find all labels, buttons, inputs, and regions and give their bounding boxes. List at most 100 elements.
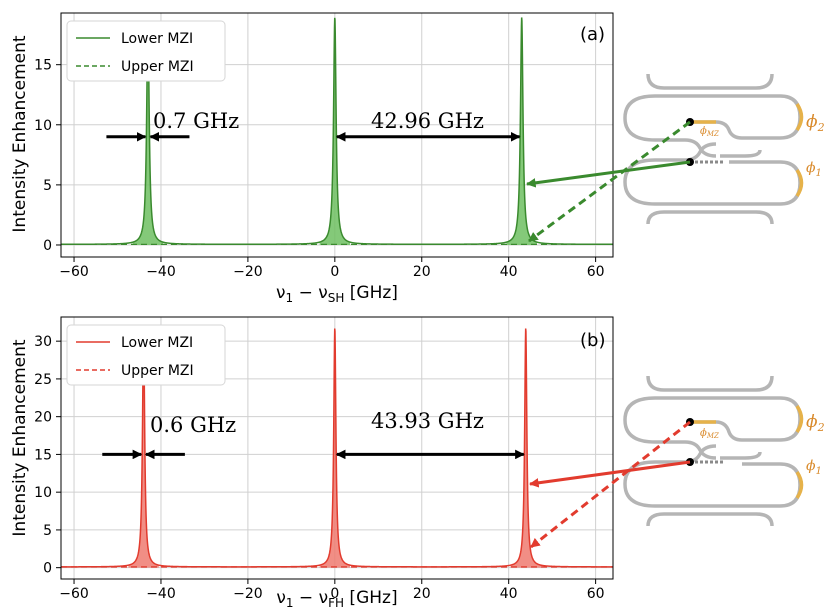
- schematic-b-upper-ring-heater: [795, 405, 804, 433]
- schematic-a-phi1-sub: 1: [816, 168, 822, 179]
- panel-b-upper-connector: [530, 420, 691, 549]
- panel-b-lower-mzi-line: [61, 327, 613, 568]
- panel-a-legend-upper: Upper MZI: [121, 59, 194, 75]
- panel-a-xlabel-sub1: 1: [286, 291, 294, 305]
- panel-a-label: (a): [580, 24, 605, 45]
- schematic-a: ϕMZ ϕ2 ϕ1: [623, 73, 825, 225]
- panel-a-y-axis-label: Intensity Enhancement: [10, 35, 30, 232]
- peak-fill: [128, 327, 159, 568]
- y-tick-label: 0: [43, 561, 52, 577]
- schematic-b-waveguides: [623, 375, 802, 527]
- panel-a-chart: −60 −40 −20 0 20 40 60 0 5 10 15 (a) Lower MZI Up…: [10, 12, 614, 305]
- panel-a-legend-lower: Lower MZI: [121, 31, 193, 47]
- schematic-a-phi2-sub: 2: [817, 121, 825, 134]
- schematic-a-phi-mz-sub: MZ: [706, 130, 719, 138]
- panel-b-spacing-label: 43.93 GHz: [371, 409, 484, 433]
- panel-a-spacing-label: 42.96 GHz: [371, 109, 484, 133]
- y-tick-label: 5: [43, 523, 52, 539]
- schematic-a-lower-ring-right: [676, 160, 802, 206]
- panel-a-lower-mzi-line: [61, 17, 613, 246]
- y-tick-label: 15: [34, 447, 52, 463]
- y-tick-label: 0: [43, 238, 52, 254]
- schematic-b-phi-mz: ϕMZ: [700, 428, 719, 440]
- peak-fill: [506, 17, 537, 245]
- x-tick-label: 40: [500, 586, 518, 602]
- y-tick-label: 10: [34, 118, 52, 134]
- connector-arrows: [526, 120, 691, 549]
- panel-a-legend: Lower MZI Upper MZI: [66, 20, 226, 82]
- schematic-a-mz-arm-low: [720, 149, 762, 158]
- x-tick-label: 40: [500, 264, 518, 280]
- panel-a-xlabel-nu1: ν: [276, 283, 286, 303]
- panel-a-lower-mzi-fill: [132, 17, 537, 245]
- panel-a-xlabel-unit: [GHz]: [344, 283, 398, 303]
- schematic-a-upper-ring-heater: [795, 103, 804, 131]
- panel-b-y-axis-label: Intensity Enhancement: [10, 339, 30, 536]
- schematic-a-bottom-bus: [646, 210, 774, 225]
- panel-b-legend-lower: Lower MZI: [121, 335, 193, 351]
- schematic-b-phi-mz-symbol: ϕ: [700, 428, 707, 439]
- panel-b-x-ticks: −60 −40 −20 0 20 40 60: [59, 579, 605, 602]
- schematic-a-phi2-symbol: ϕ: [806, 112, 818, 132]
- schematic-b-top-bus: [646, 375, 774, 392]
- panel-b-xlabel-minus: − ν: [294, 588, 329, 608]
- x-tick-label: −20: [233, 586, 263, 602]
- y-tick-label: 15: [34, 58, 52, 74]
- y-tick-label: 30: [34, 334, 52, 350]
- x-tick-label: −60: [59, 586, 89, 602]
- x-tick-label: −60: [59, 264, 89, 280]
- x-tick-label: −40: [146, 264, 176, 280]
- schematic-b-phi2-sub: 2: [817, 421, 825, 434]
- schematic-a-phi-mz: ϕMZ: [700, 126, 719, 138]
- schematic-b-lower-ring-left: [623, 444, 717, 508]
- panel-a-xlabel-sub2: SH: [328, 291, 345, 305]
- schematic-b-upper-ring-right: [676, 396, 802, 442]
- panel-b-chart: −60 −40 −20 0 20 40 60 0 5 10 15 20 25 30 (b) Lower …: [10, 316, 614, 610]
- panel-b-lower-connector: [529, 460, 691, 488]
- schematic-b-lower-ring-heater: [795, 471, 804, 499]
- panel-b-y-ticks: 0 5 10 15 20 25 30: [34, 334, 61, 577]
- x-tick-label: 0: [330, 586, 339, 602]
- panel-a-upper-connector: [528, 120, 691, 243]
- panel-a-xlabel-minus: − ν: [293, 283, 328, 303]
- schematic-b-mz-arm-low: [720, 451, 762, 460]
- schematic-a-lower-ring-heater: [795, 169, 804, 197]
- panel-b-xlabel-unit: [GHz]: [344, 588, 398, 608]
- schematic-a-phi-mz-symbol: ϕ: [700, 126, 707, 137]
- schematic-a-phi1: ϕ1: [806, 160, 822, 179]
- schematic-b-phi1-sub: 1: [816, 466, 822, 477]
- panel-b-annotations: 0.6 GHz 43.93 GHz: [102, 409, 525, 460]
- x-tick-label: 60: [587, 586, 605, 602]
- schematic-a-top-bus: [646, 73, 774, 90]
- panel-b-x-axis-label: ν1 − νFH [GHz]: [276, 588, 397, 610]
- schematic-b-upper-ring-left: [623, 396, 717, 460]
- x-tick-label: −20: [233, 264, 263, 280]
- schematic-b-phi-mz-sub: MZ: [706, 432, 719, 440]
- schematic-b-phi2-symbol: ϕ: [806, 412, 818, 432]
- x-tick-label: 20: [413, 264, 431, 280]
- y-tick-label: 5: [43, 178, 52, 194]
- panel-a-x-axis-label: ν1 − νSH [GHz]: [276, 283, 398, 305]
- x-tick-label: 20: [413, 586, 431, 602]
- schematic-b-phi1-symbol: ϕ: [806, 458, 816, 474]
- x-tick-label: −40: [146, 586, 176, 602]
- panel-b-label: (b): [580, 330, 605, 351]
- panel-b-xlabel-sub2: FH: [328, 596, 344, 610]
- x-tick-label: 60: [587, 264, 605, 280]
- schematic-a-phi1-symbol: ϕ: [806, 160, 816, 176]
- peak-fill: [132, 22, 164, 245]
- schematic-a-waveguides: [623, 73, 802, 225]
- panel-b-xlabel-sub1: 1: [286, 596, 294, 610]
- schematic-b-phi2: ϕ2: [806, 412, 825, 434]
- schematic-a-upper-ring-right: [676, 94, 802, 140]
- panel-a-lower-connector: [526, 160, 691, 188]
- y-tick-label: 10: [34, 485, 52, 501]
- panel-b-legend: Lower MZI Upper MZI: [66, 324, 226, 386]
- x-tick-label: 0: [330, 264, 339, 280]
- panel-b-frame: [60, 316, 614, 580]
- schematic-a-phi2: ϕ2: [806, 112, 825, 134]
- schematic-b-lower-ring-right: [676, 462, 802, 508]
- panel-b-linewidth-label: 0.6 GHz: [150, 413, 236, 437]
- peak-fill: [319, 17, 351, 245]
- panel-a-legend-box: [66, 20, 226, 82]
